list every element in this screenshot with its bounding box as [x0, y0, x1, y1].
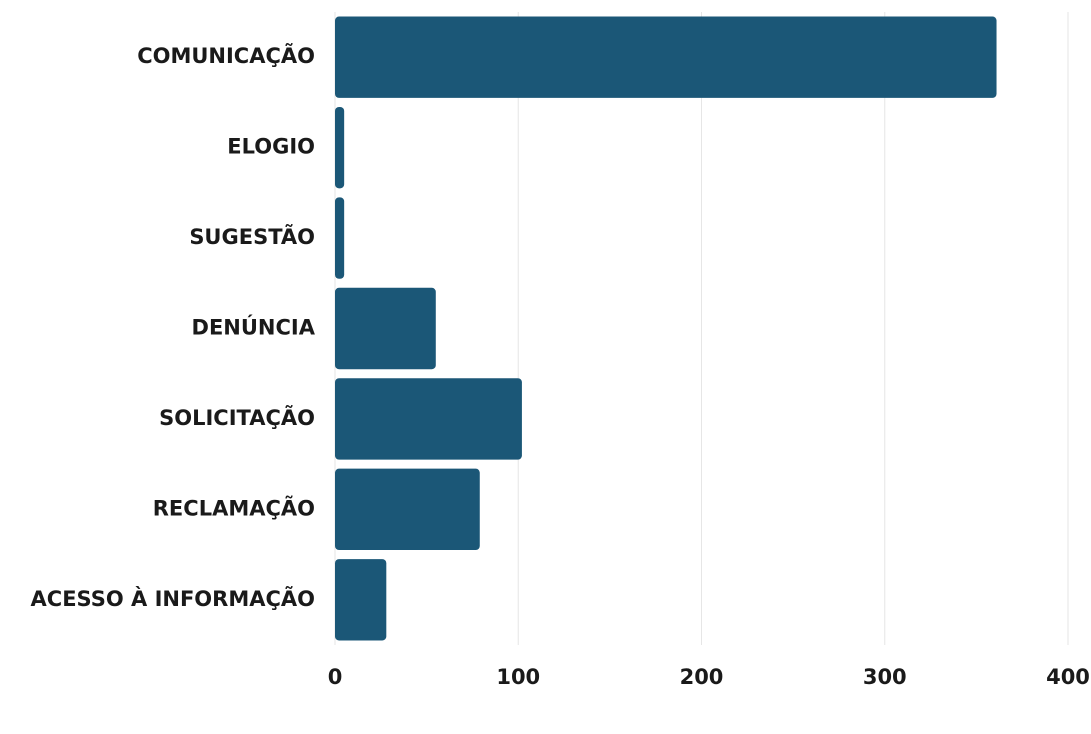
bar: [335, 106, 345, 189]
y-tick-label: SUGESTÃO: [189, 224, 315, 249]
bar: [335, 287, 436, 370]
x-tick-label: 200: [680, 665, 724, 689]
bar: [335, 559, 387, 641]
y-tick-label: ACESSO À INFORMAÇÃO: [31, 586, 315, 611]
y-tick-label: DENÚNCIA: [192, 315, 316, 340]
y-tick-label: COMUNICAÇÃO: [137, 43, 315, 68]
x-tick-label: 0: [328, 665, 343, 689]
y-tick-label: ELOGIO: [227, 135, 315, 159]
bar: [335, 378, 522, 460]
bar: [335, 197, 345, 279]
y-tick-label: RECLAMAÇÃO: [153, 495, 315, 520]
y-tick-label: SOLICITAÇÃO: [159, 405, 315, 430]
bar: [335, 468, 480, 551]
bar: [335, 16, 997, 98]
x-tick-label: 300: [863, 665, 907, 689]
x-tick-label: 400: [1046, 665, 1090, 689]
x-tick-label: 100: [496, 665, 540, 689]
